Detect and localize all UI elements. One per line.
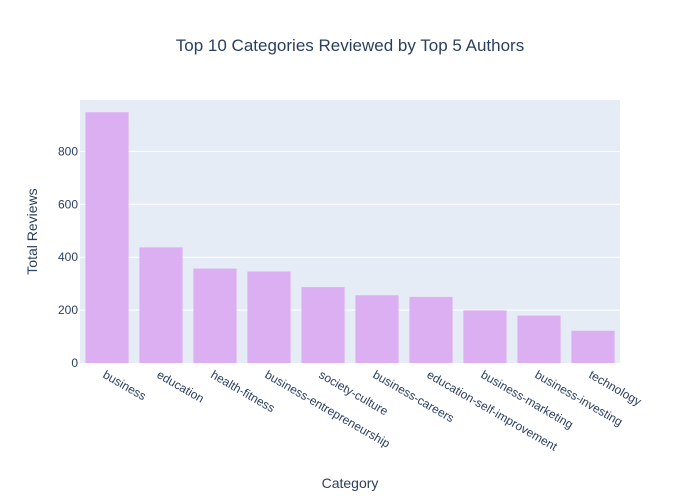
x-axis-title: Category bbox=[322, 475, 379, 491]
bars bbox=[85, 112, 615, 363]
bar-business-entrepreneurship[interactable] bbox=[247, 271, 291, 363]
y-tick-label: 600 bbox=[58, 197, 78, 211]
y-tick-label: 0 bbox=[71, 356, 78, 370]
bar-society-culture[interactable] bbox=[301, 287, 345, 363]
bar-education[interactable] bbox=[139, 247, 183, 363]
bar-business[interactable] bbox=[85, 112, 129, 363]
bar-education-self-improvement[interactable] bbox=[409, 296, 453, 363]
y-tick-label: 800 bbox=[58, 144, 78, 158]
bar-business-careers[interactable] bbox=[355, 295, 399, 363]
bar-business-marketing[interactable] bbox=[463, 310, 507, 363]
y-tick-label: 200 bbox=[58, 303, 78, 317]
bar-business-investing[interactable] bbox=[517, 315, 561, 363]
y-tick-labels: 0 200 400 600 800 bbox=[58, 144, 78, 370]
y-axis-title: Total Reviews bbox=[24, 188, 40, 274]
bar-technology[interactable] bbox=[571, 330, 615, 363]
y-tick-label: 400 bbox=[58, 250, 78, 264]
bar-health-fitness[interactable] bbox=[193, 268, 237, 363]
chart-title: Top 10 Categories Reviewed by Top 5 Auth… bbox=[176, 36, 524, 55]
